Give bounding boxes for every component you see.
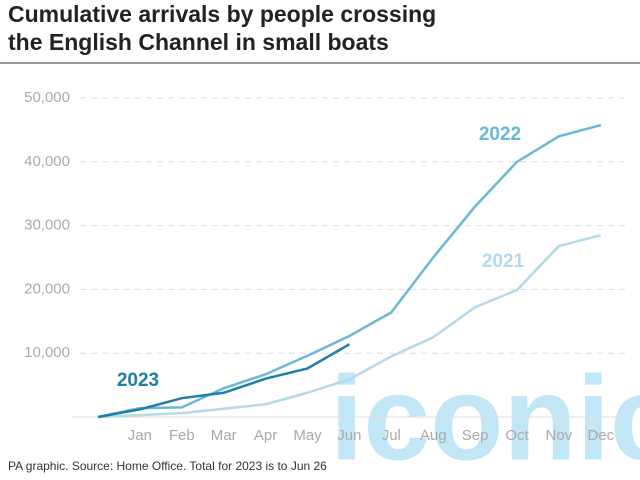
x-tick-label: Jun	[337, 427, 361, 444]
series-label: 2023	[117, 370, 159, 391]
x-tick-label: May	[293, 427, 322, 444]
x-tick-label: Apr	[254, 427, 277, 444]
series-line	[97, 233, 602, 419]
footnote: PA graphic. Source: Home Office. Total f…	[8, 459, 327, 473]
x-tick-label: Aug	[420, 427, 447, 444]
series-line	[97, 343, 351, 419]
watermark: iconic	[330, 352, 640, 480]
y-tick-label: 10,000	[24, 344, 70, 361]
series-label: 2021	[482, 251, 525, 272]
x-tick-label: Jul	[382, 427, 401, 444]
x-tick-label: Mar	[211, 427, 237, 444]
y-tick-label: 50,000	[24, 89, 70, 106]
chart-title: the English Channel in small boats	[8, 29, 389, 55]
y-tick-label: 40,000	[24, 153, 70, 170]
x-tick-label: Feb	[169, 427, 195, 444]
x-tick-label: Jan	[128, 427, 152, 444]
x-tick-label: Sep	[462, 427, 489, 444]
y-tick-label: 20,000	[24, 280, 70, 297]
series-label: 2022	[479, 124, 521, 145]
x-tick-label: Nov	[546, 427, 573, 444]
chart-title: Cumulative arrivals by people crossing	[8, 1, 436, 27]
y-tick-label: 30,000	[24, 217, 70, 234]
x-tick-label: Dec	[587, 427, 614, 444]
x-tick-label: Oct	[505, 427, 529, 444]
series-line	[97, 123, 602, 419]
